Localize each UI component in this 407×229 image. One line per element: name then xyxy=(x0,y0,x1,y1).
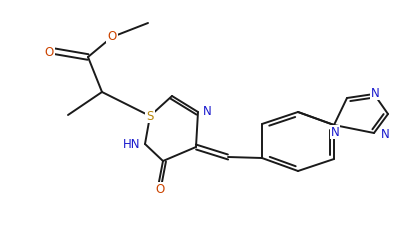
Text: HN: HN xyxy=(123,138,140,151)
Text: O: O xyxy=(107,30,117,43)
Text: N: N xyxy=(203,105,212,118)
Text: O: O xyxy=(155,183,164,196)
Text: N: N xyxy=(371,87,379,100)
Text: O: O xyxy=(44,45,54,58)
Text: N: N xyxy=(381,128,390,141)
Text: S: S xyxy=(146,110,154,123)
Text: N: N xyxy=(330,126,339,139)
